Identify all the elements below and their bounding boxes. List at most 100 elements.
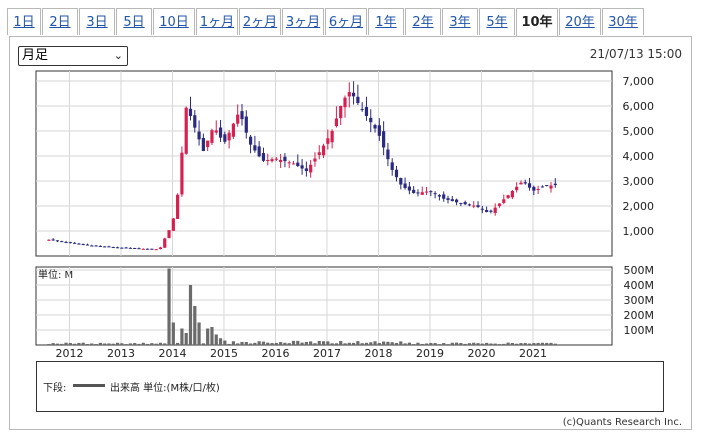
candle-body [493,207,497,213]
tab-13[interactable]: 10年 [516,8,558,37]
tab-4[interactable]: 10日 [153,8,195,35]
volume-bar [214,334,218,345]
candle-body [407,186,411,191]
tab-11[interactable]: 3年 [442,8,478,35]
tab-1[interactable]: 2日 [42,8,78,35]
volume-tick-label-3: 400M [624,279,655,292]
candle-body [188,108,193,116]
candle-body [145,248,150,250]
candle-body [150,248,154,250]
volume-bar [171,322,175,345]
candle-body [549,185,553,189]
volume-bar [347,342,351,345]
x-tick-label-4: 2016 [261,347,289,360]
tab-0[interactable]: 1日 [7,8,41,35]
tab-8[interactable]: 6ヶ月 [325,8,367,35]
volume-bar [467,343,472,345]
volume-bar [429,342,433,345]
candle-body [141,248,145,250]
candle-body [85,244,90,246]
volume-bar [339,341,343,345]
volume-bar [107,343,111,345]
candle-body [386,149,390,160]
candle-body [274,158,278,160]
x-tick-label-6: 2018 [364,347,392,360]
volume-bar [124,344,128,345]
volume-bar [287,343,291,345]
volume-bar [266,342,270,345]
candle-body [390,162,394,170]
x-tick-label-2: 2014 [158,347,186,360]
tab-12[interactable]: 5年 [479,8,515,35]
tab-14[interactable]: 20年 [559,8,601,35]
candle-body [210,130,214,143]
volume-bar [85,344,90,345]
candle-body [343,97,347,108]
volume-bar [115,342,120,345]
tab-3[interactable]: 5日 [116,8,152,35]
volume-bar [176,342,180,345]
candle-body [403,183,407,188]
candle-body [283,156,287,162]
candle-body [497,203,502,207]
volume-bar [291,340,296,345]
volume-bar [519,343,523,345]
tab-9[interactable]: 1年 [368,8,404,35]
volume-bar [321,341,326,345]
volume-bar [68,343,72,345]
volume-bar [437,344,442,345]
volume-bar [382,341,386,345]
volume-bar [296,340,300,345]
volume-bar [167,268,171,345]
copyright: (c)Quants Research Inc. [562,417,682,428]
volume-bar [377,342,381,345]
volume-bar [77,342,81,345]
x-tick-label-7: 2019 [416,347,444,360]
volume-bar [283,342,287,345]
volume-bar [158,342,163,345]
volume-bar [476,343,480,345]
volume-bar [64,342,68,345]
tab-2[interactable]: 3日 [79,8,115,35]
volume-bar [326,341,330,345]
candle-body [193,115,197,128]
tab-5[interactable]: 1ヶ月 [196,8,238,35]
volume-bar [545,342,549,345]
candle-body [68,242,72,244]
volume-bar [394,342,399,345]
period-select[interactable]: 月足 ⌄ [18,46,128,66]
volume-bar [463,343,467,345]
candle-body [463,202,467,205]
candle-body [197,131,201,140]
candle-body [433,193,437,195]
tab-6[interactable]: 2ヶ月 [239,8,281,35]
candle-body [485,210,489,212]
volume-bar [133,343,137,345]
candle-body [347,92,351,97]
volume-bar [111,343,115,345]
tab-10[interactable]: 2年 [405,8,441,35]
candle-body [472,205,476,207]
tab-15[interactable]: 30年 [602,8,644,35]
volume-bar [313,343,317,345]
candle-body [73,242,77,244]
volume-bar [188,285,193,345]
candle-body [330,131,334,143]
volume-bar [90,343,94,345]
volume-bar [227,343,231,345]
volume-bar [532,343,536,345]
volume-plot-frame [35,266,613,346]
candle-body [279,159,283,163]
candle-body [377,125,381,136]
volume-bar [47,344,51,345]
volume-bar [309,341,313,345]
candle-body [201,138,205,151]
tab-7[interactable]: 3ヶ月 [282,8,324,35]
candle-body [373,125,377,129]
candle-body [360,109,364,111]
volume-bar [386,341,390,345]
volume-bar [549,342,553,345]
volume-bar [201,343,205,345]
candle-body [515,186,519,191]
candle-body [98,245,102,247]
